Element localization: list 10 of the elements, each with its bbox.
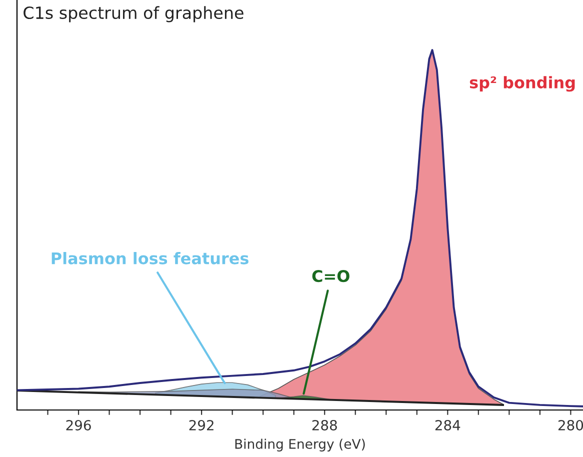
- x-axis-title: Binding Energy (eV): [235, 438, 365, 452]
- annotation: sp² bonding: [470, 76, 575, 92]
- x-tick-label: 292: [189, 420, 214, 430]
- x-tick-label: 280: [558, 420, 583, 430]
- chart-title: C1s spectrum of graphene: [24, 6, 244, 22]
- x-tick-label: 284: [435, 420, 460, 430]
- x-tick-label: 296: [66, 420, 91, 430]
- annotation: Plasmon loss features: [52, 252, 248, 264]
- x-tick-label: 288: [312, 420, 337, 430]
- annotation: C=O: [312, 270, 350, 282]
